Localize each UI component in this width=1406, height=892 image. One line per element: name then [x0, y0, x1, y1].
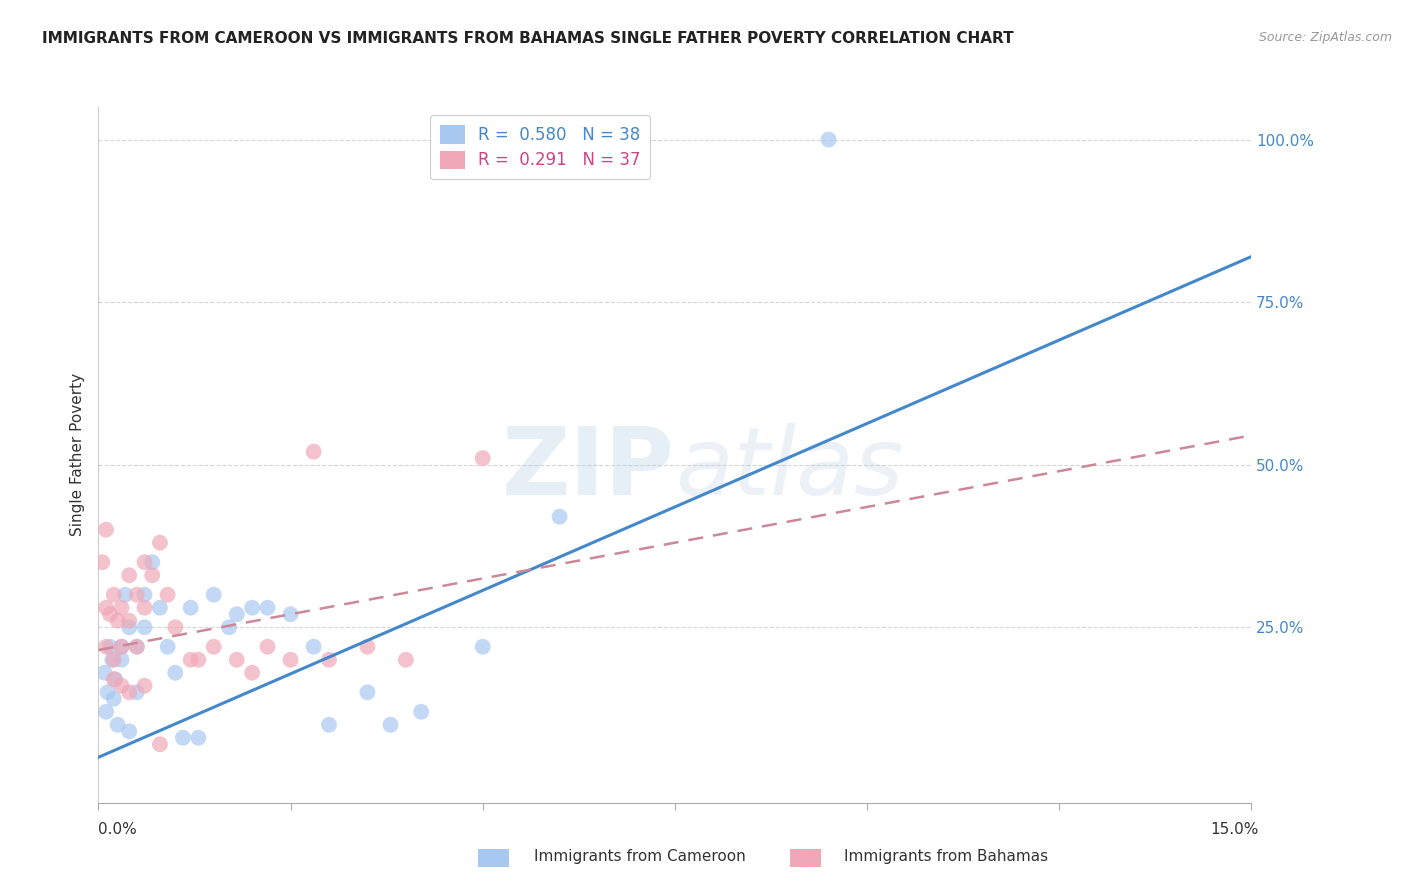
Point: [110, 653, 132, 667]
Text: Immigrants from Cameroon: Immigrants from Cameroon: [534, 849, 747, 863]
Point: [134, 620, 156, 634]
Point: [149, 600, 172, 615]
Point: [110, 640, 132, 654]
Point: [141, 568, 163, 582]
Point: [94, 523, 117, 537]
Point: [817, 132, 839, 146]
Point: [165, 665, 187, 680]
Point: [101, 653, 124, 667]
Point: [180, 653, 202, 667]
Point: [125, 640, 148, 654]
Point: [103, 672, 125, 686]
Point: [97, 685, 120, 699]
Point: [302, 444, 325, 458]
Point: [118, 685, 141, 699]
Text: Source: ZipAtlas.com: Source: ZipAtlas.com: [1258, 31, 1392, 45]
Point: [104, 672, 127, 686]
Point: [91, 555, 114, 569]
Point: [471, 451, 494, 466]
Text: 0.0%: 0.0%: [98, 822, 138, 837]
Point: [107, 718, 129, 732]
Point: [94, 705, 117, 719]
Point: [240, 600, 263, 615]
Point: [548, 509, 571, 524]
Point: [103, 588, 125, 602]
Point: [110, 640, 132, 654]
Point: [94, 600, 117, 615]
Point: [380, 718, 402, 732]
Point: [107, 614, 129, 628]
Point: [114, 588, 136, 602]
Point: [93, 665, 115, 680]
Point: [156, 588, 179, 602]
Point: [172, 731, 194, 745]
Point: [134, 588, 156, 602]
Point: [411, 705, 433, 719]
Point: [280, 653, 302, 667]
Point: [118, 568, 141, 582]
Point: [318, 718, 340, 732]
Point: [225, 607, 247, 622]
Point: [103, 653, 125, 667]
Point: [156, 640, 179, 654]
Point: [125, 640, 148, 654]
Point: [202, 588, 225, 602]
Text: ZIP: ZIP: [502, 423, 675, 515]
Point: [134, 555, 156, 569]
Point: [118, 724, 141, 739]
Point: [149, 535, 172, 549]
Point: [187, 653, 209, 667]
Y-axis label: Single Father Poverty: Single Father Poverty: [70, 374, 86, 536]
Point: [256, 640, 278, 654]
Point: [94, 640, 117, 654]
Point: [187, 731, 209, 745]
Text: 15.0%: 15.0%: [1211, 822, 1258, 837]
Point: [134, 600, 156, 615]
Point: [302, 640, 325, 654]
Point: [471, 640, 494, 654]
Point: [110, 600, 132, 615]
Point: [149, 737, 172, 751]
Point: [218, 620, 240, 634]
Point: [134, 679, 156, 693]
Point: [356, 640, 378, 654]
Point: [240, 665, 263, 680]
Point: [141, 555, 163, 569]
Point: [118, 620, 141, 634]
Point: [98, 607, 121, 622]
Point: [165, 620, 187, 634]
Point: [180, 600, 202, 615]
Text: atlas: atlas: [675, 424, 903, 515]
Legend: R =  0.580   N = 38, R =  0.291   N = 37: R = 0.580 N = 38, R = 0.291 N = 37: [430, 115, 651, 179]
Point: [125, 588, 148, 602]
Point: [118, 614, 141, 628]
Point: [256, 600, 278, 615]
Point: [125, 685, 148, 699]
Point: [225, 653, 247, 667]
Point: [98, 640, 121, 654]
Point: [356, 685, 378, 699]
Point: [318, 653, 340, 667]
Text: Immigrants from Bahamas: Immigrants from Bahamas: [844, 849, 1047, 863]
Point: [110, 679, 132, 693]
Point: [202, 640, 225, 654]
Text: IMMIGRANTS FROM CAMEROON VS IMMIGRANTS FROM BAHAMAS SINGLE FATHER POVERTY CORREL: IMMIGRANTS FROM CAMEROON VS IMMIGRANTS F…: [42, 31, 1014, 46]
Point: [280, 607, 302, 622]
Point: [395, 653, 418, 667]
Point: [103, 691, 125, 706]
